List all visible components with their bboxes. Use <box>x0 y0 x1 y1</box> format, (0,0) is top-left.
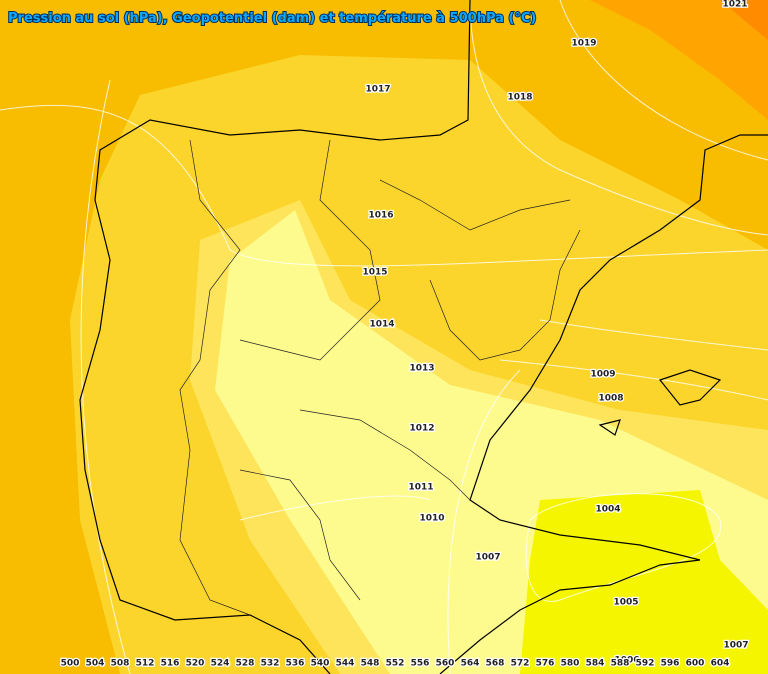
isobar-label: 1006 <box>614 656 639 666</box>
legend-label: 580 <box>561 659 580 669</box>
legend-label: 508 <box>111 659 130 669</box>
band <box>520 490 768 674</box>
legend-label: 596 <box>661 659 680 669</box>
legend-label: 588 <box>611 659 630 669</box>
isobar-label: 1014 <box>369 320 394 330</box>
isobar-label: 1015 <box>362 268 387 278</box>
isobar-label: 1018 <box>507 93 532 103</box>
isobar-label: 1004 <box>595 505 620 515</box>
isobar <box>539 319 768 351</box>
legend-label: 536 <box>286 659 305 669</box>
legend-label: 524 <box>211 659 230 669</box>
isobar <box>239 495 431 521</box>
isobar-label: 1010 <box>419 514 444 524</box>
legend-label: 556 <box>411 659 430 669</box>
isobar-label: 1007 <box>723 641 748 651</box>
isobar <box>0 104 768 267</box>
legend-label: 564 <box>461 659 480 669</box>
legend-label: 544 <box>336 659 355 669</box>
isobar-label: 1005 <box>613 598 638 608</box>
legend-label: 532 <box>261 659 280 669</box>
coastline <box>79 0 768 674</box>
isobar <box>447 369 521 674</box>
isobar <box>559 0 768 161</box>
legend-label: 548 <box>361 659 380 669</box>
isobar-label: 1021 <box>722 0 747 10</box>
isobar-label: 1007 <box>475 553 500 563</box>
isobar-label: 1012 <box>409 424 434 434</box>
island <box>598 369 722 436</box>
legend-label: 516 <box>161 659 180 669</box>
isobar-label: 1019 <box>571 39 596 49</box>
isobar <box>499 359 768 401</box>
legend-label: 540 <box>311 659 330 669</box>
legend-label: 568 <box>486 659 505 669</box>
legend-label: 528 <box>236 659 255 669</box>
legend-label: 600 <box>686 659 705 669</box>
isobar-label: 1016 <box>368 211 393 221</box>
isobar-label: 1013 <box>409 364 434 374</box>
map-title: Pression au sol (hPa), Geopotentiel (dam… <box>8 11 536 26</box>
isobar-label: 1011 <box>408 483 433 493</box>
legend-label: 592 <box>636 659 655 669</box>
legend-label: 520 <box>186 659 205 669</box>
isobar <box>525 493 722 602</box>
isobar-label: 1008 <box>598 394 623 404</box>
legend-label: 500 <box>61 659 80 669</box>
legend-label: 572 <box>511 659 530 669</box>
legend-label: 576 <box>536 659 555 669</box>
legend-label: 584 <box>586 659 605 669</box>
isobar-label: 1009 <box>590 370 615 380</box>
band <box>590 0 768 120</box>
region-border <box>179 139 581 616</box>
legend-label: 552 <box>386 659 405 669</box>
legend-label: 512 <box>136 659 155 669</box>
isobar-label: 1017 <box>365 85 390 95</box>
isobar <box>80 79 131 674</box>
legend-label: 604 <box>711 659 730 669</box>
isobar <box>469 0 768 236</box>
legend-label: 504 <box>86 659 105 669</box>
legend-label: 560 <box>436 659 455 669</box>
band <box>720 0 768 40</box>
